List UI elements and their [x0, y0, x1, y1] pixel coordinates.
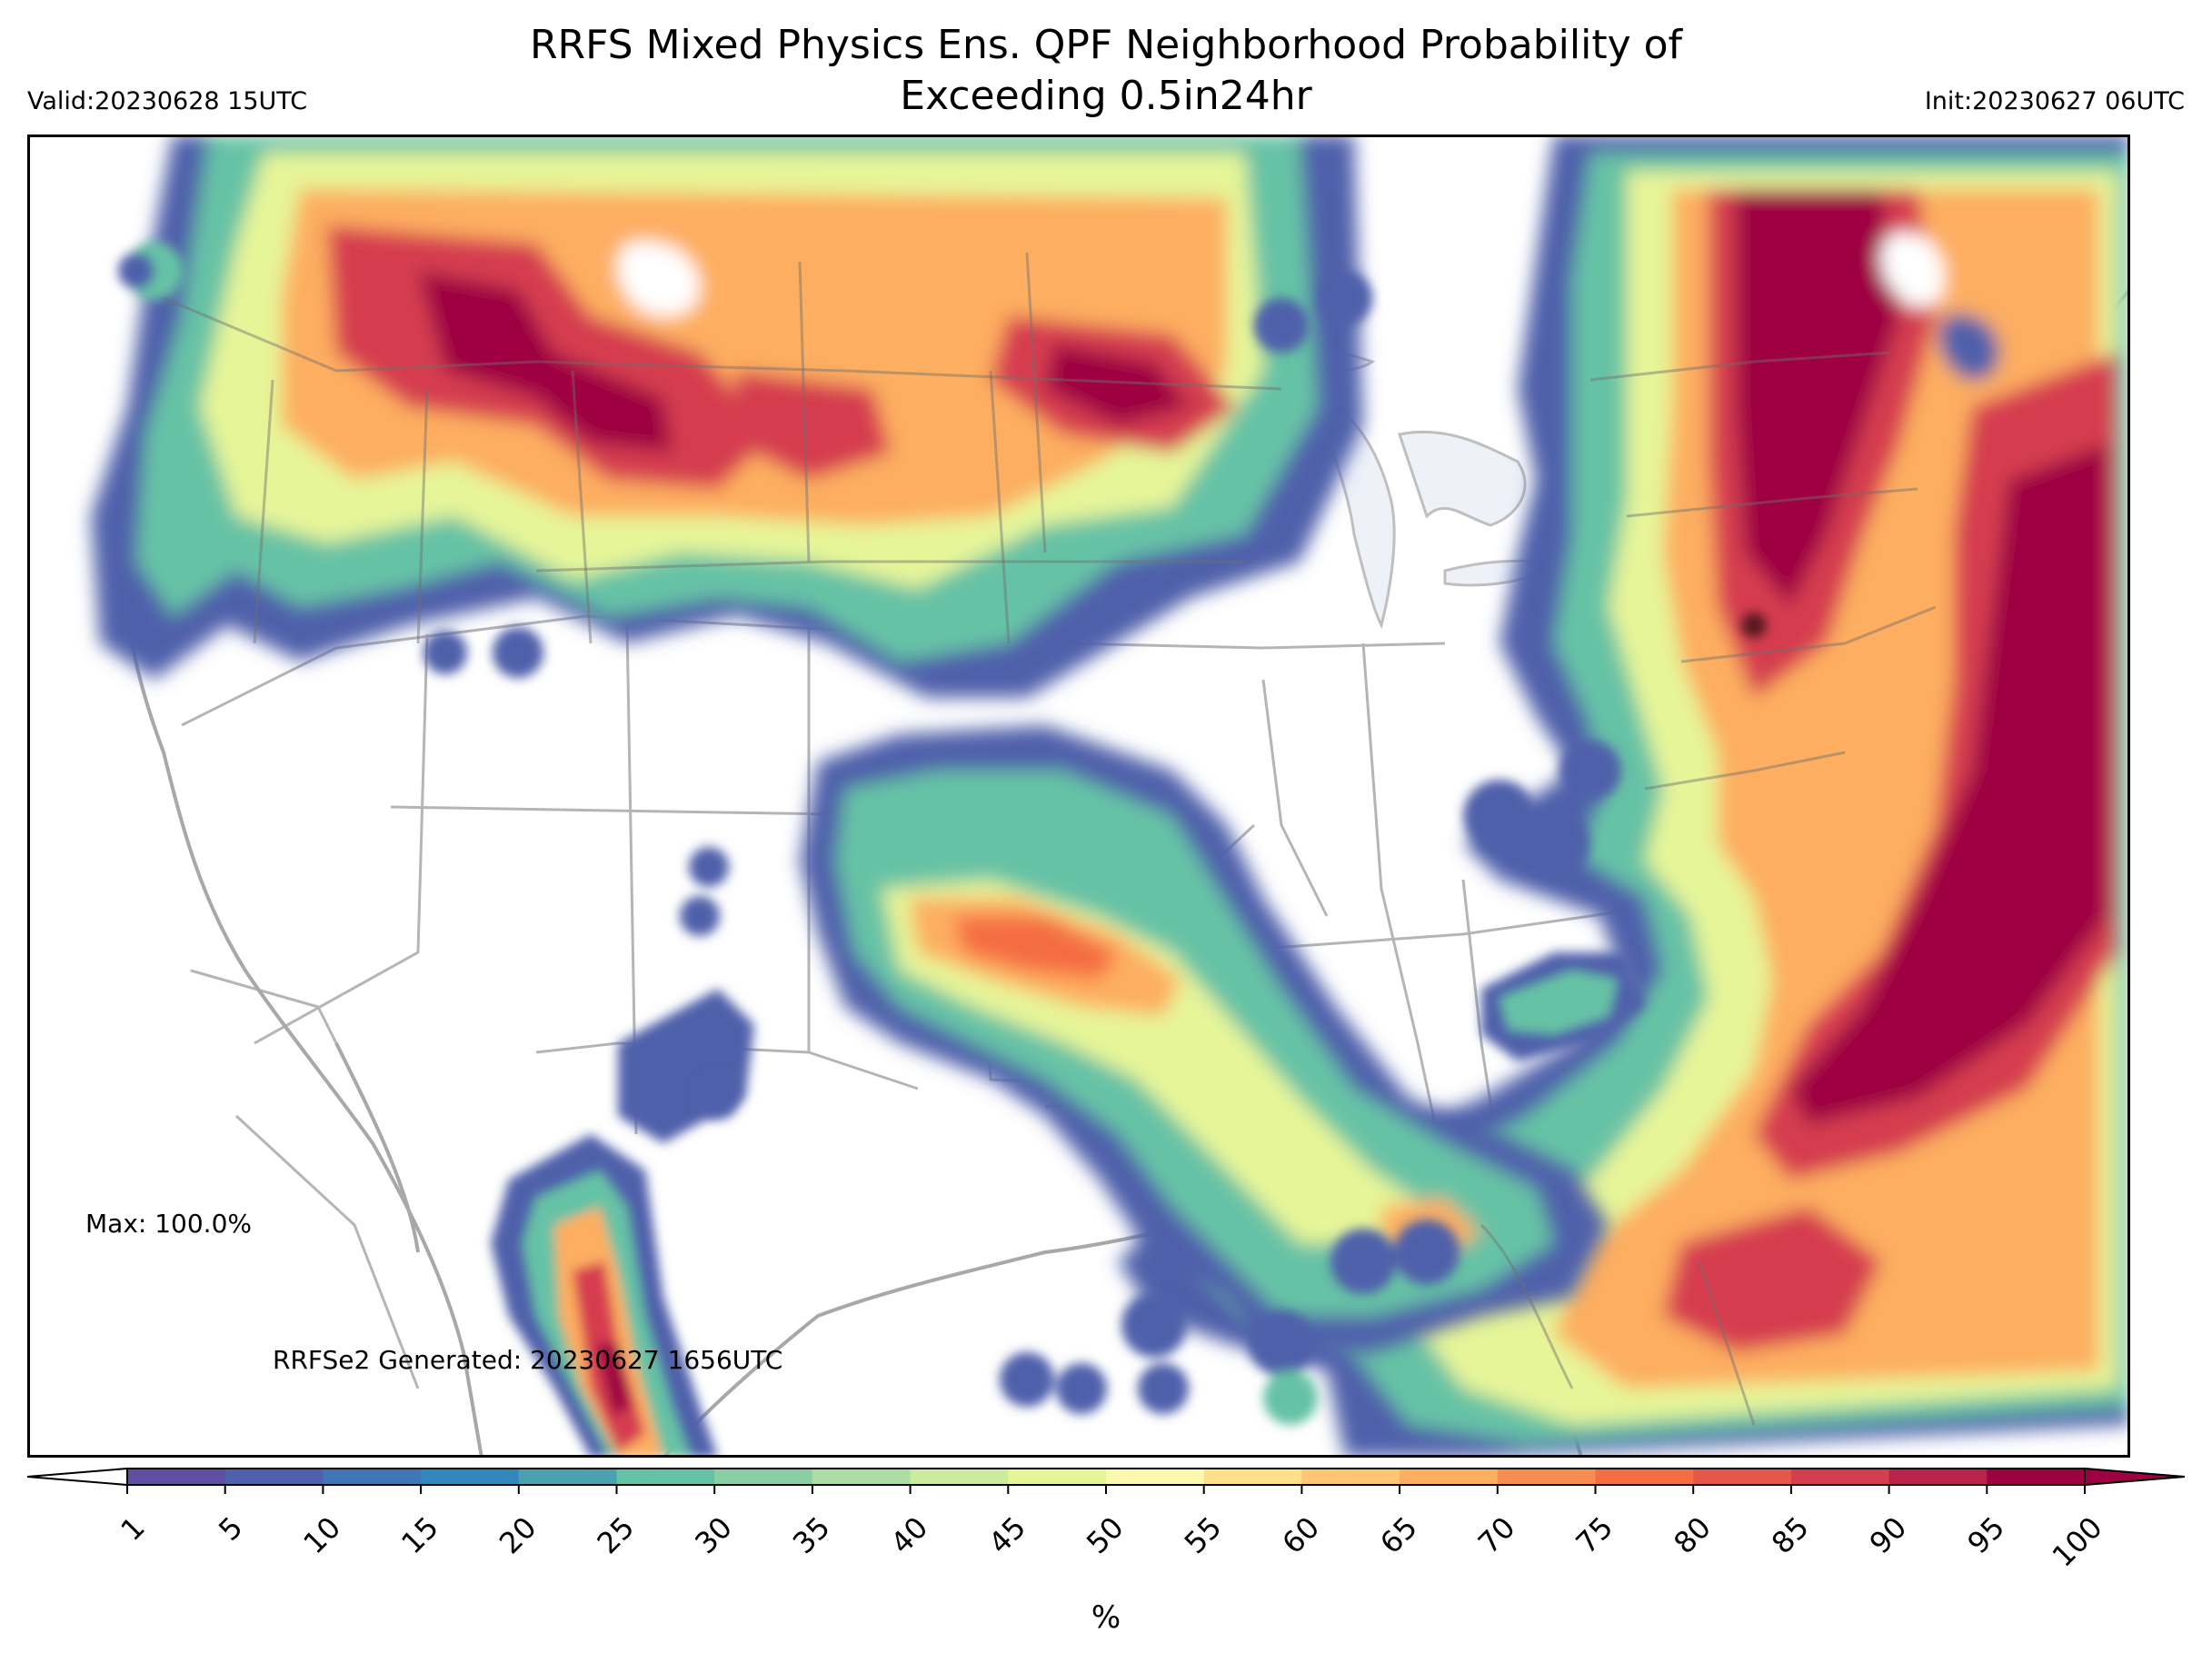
colorbar-segment	[1106, 1469, 1205, 1485]
colorbar-over-arrow	[2084, 1467, 2186, 1487]
colorbar-tick-label: 50	[1080, 1510, 1131, 1561]
colorbar-segment	[421, 1469, 520, 1485]
colorbar-segment	[1203, 1469, 1302, 1485]
colorbar-segment	[910, 1469, 1009, 1485]
colorbar-tick-label: 10	[296, 1510, 347, 1561]
colorbar-segment	[224, 1469, 324, 1485]
map-panel	[27, 134, 2130, 1458]
colorbar-tick-label: 25	[591, 1510, 642, 1561]
blob-northeast-atlantic	[1118, 134, 2130, 1458]
colorbar-segment	[1888, 1469, 1988, 1485]
colorbar-tick-label: 55	[1178, 1510, 1229, 1561]
blob-plains-band	[800, 725, 1609, 1352]
colorbar-tick-label: 70	[1471, 1510, 1522, 1561]
init-time-label: Init:20230627 06UTC	[1924, 87, 2185, 115]
colorbar-tick-label: 30	[688, 1510, 739, 1561]
colorbar-tick-label: 90	[1863, 1510, 1914, 1561]
title-line-2: Exceeding 0.5in24hr	[900, 73, 1312, 119]
colorbar-tick-label: 20	[493, 1510, 543, 1561]
colorbar-ticks: 1 5 10 15 20 25 30 35 40 45 50 55 60 65 70 75 80 85 90 95 10…	[114, 1485, 2109, 1574]
colorbar-tick-label: 65	[1373, 1510, 1424, 1561]
colorbar-segment	[1400, 1469, 1499, 1485]
colorbar-segment	[518, 1469, 618, 1485]
colorbar-segment	[812, 1469, 912, 1485]
blob-northwest	[91, 134, 1363, 698]
blob-us-coast-band	[1481, 952, 1645, 1061]
generated-timestamp: RRFSe2 Generated: 20230627 1656UTC	[273, 1345, 783, 1375]
colorbar-segment	[1693, 1469, 1792, 1485]
colorbar-segments	[127, 1469, 2086, 1485]
colorbar-segment	[1301, 1469, 1400, 1485]
colorbar-tick-label: 35	[786, 1510, 837, 1561]
max-value-label: Max: 100.0%	[85, 1209, 252, 1239]
colorbar-segment	[1987, 1469, 2086, 1485]
colorbar-tick-label: 100	[2046, 1510, 2109, 1574]
colorbar-segment	[1497, 1469, 1597, 1485]
colorbar-segment	[714, 1469, 813, 1485]
blob-southwest-gulf-california	[491, 989, 754, 1458]
colorbar-tick-label: 80	[1667, 1510, 1718, 1561]
colorbar-segment	[1008, 1469, 1107, 1485]
title-line-1: RRFS Mixed Physics Ens. QPF Neighborhood…	[529, 22, 1683, 68]
colorbar-tick-label: 85	[1765, 1510, 1816, 1561]
map-frame	[27, 134, 2130, 1458]
colorbar: 1 5 10 15 20 25 30 35 40 45 50 55 60 65 70 75 80 85 90 95 10…	[26, 1467, 2186, 1574]
colorbar-tick-label: 40	[884, 1510, 935, 1561]
boundaries-overlay	[163, 252, 1937, 1426]
colorbar-unit-label: %	[1091, 1599, 1121, 1636]
blob-scattered-cells	[118, 242, 1767, 1425]
colorbar-tick-label: 60	[1275, 1510, 1326, 1561]
valid-time-label: Valid:20230628 15UTC	[27, 87, 308, 115]
colorbar-tick-label: 5	[212, 1510, 249, 1548]
colorbar-tick-label: 75	[1569, 1510, 1620, 1561]
map-title: RRFS Mixed Physics Ens. QPF Neighborhood…	[0, 20, 2212, 122]
probability-field	[91, 134, 2130, 1458]
colorbar-tick-label: 1	[114, 1510, 151, 1548]
colorbar-tick-label: 15	[394, 1510, 445, 1561]
colorbar-tick-label: 45	[981, 1510, 1032, 1561]
colorbar-under-arrow	[26, 1467, 128, 1487]
colorbar-tick-label: 95	[1960, 1510, 2011, 1561]
colorbar-segment	[323, 1469, 422, 1485]
colorbar-segment	[616, 1469, 715, 1485]
colorbar-segment	[1790, 1469, 1890, 1485]
colorbar-segment	[1595, 1469, 1694, 1485]
colorbar-segment	[127, 1469, 226, 1485]
